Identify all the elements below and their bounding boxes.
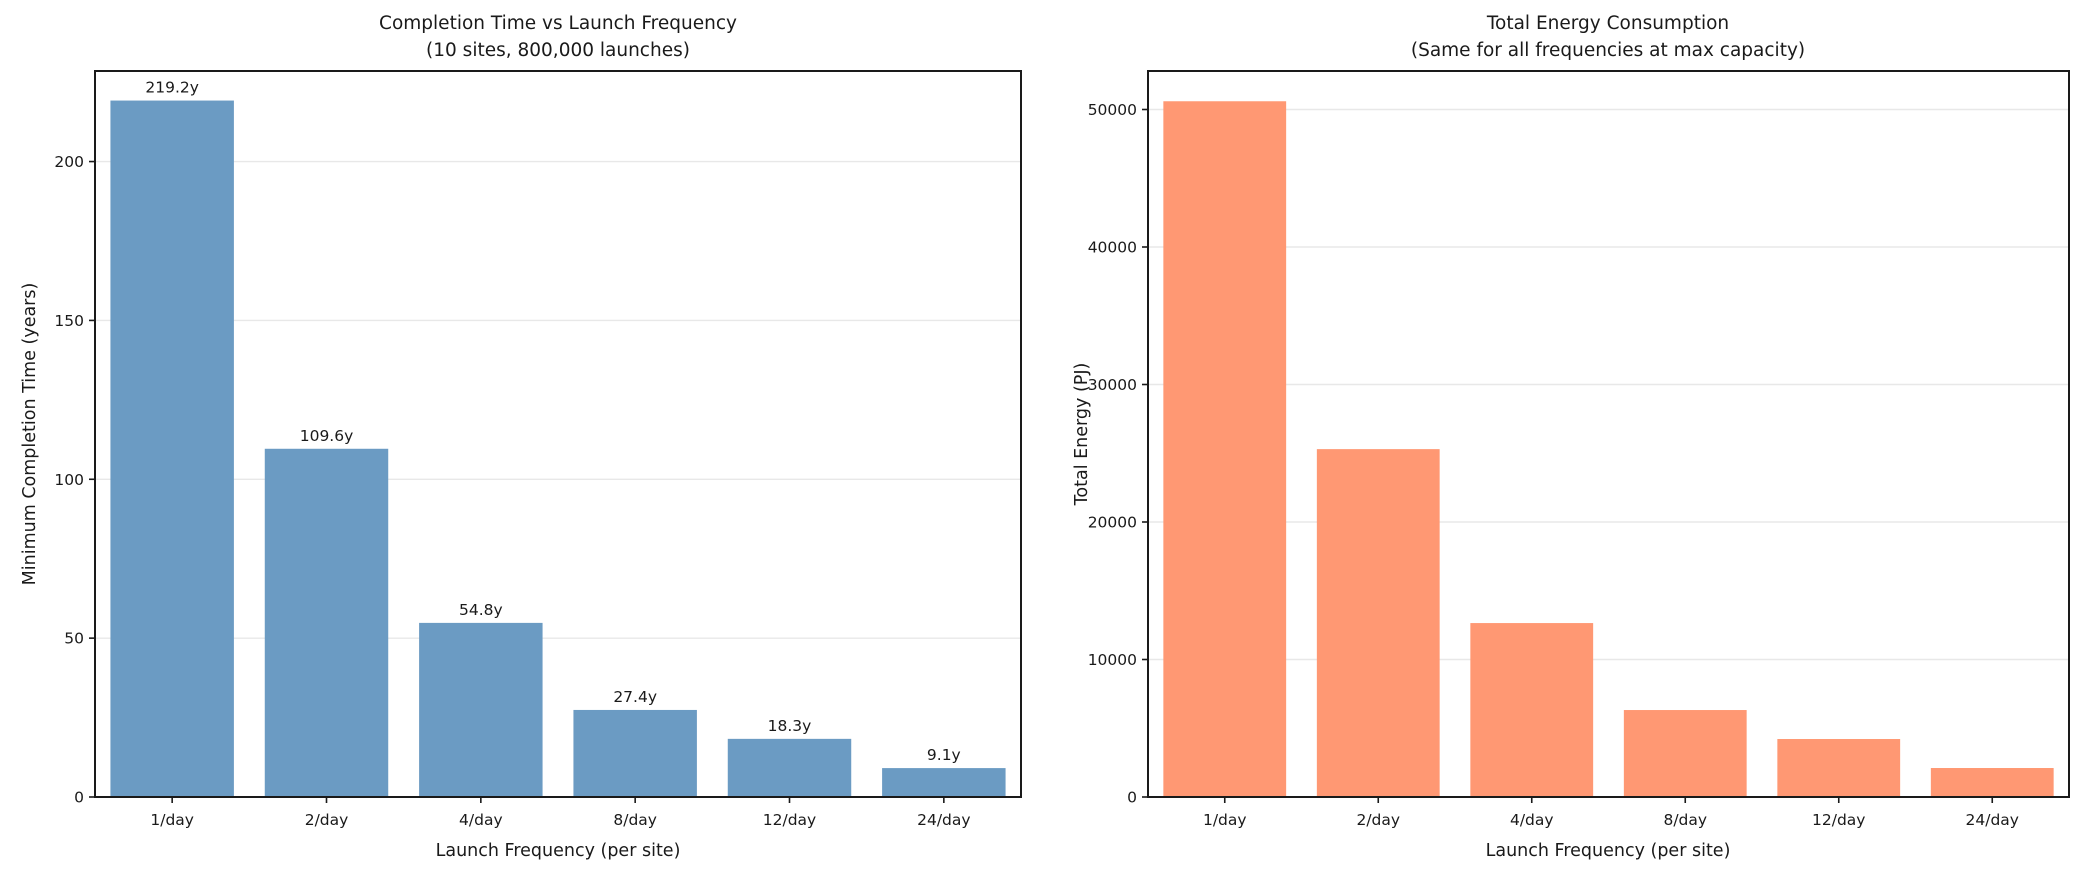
- total-energy-plot-area: 1/day 2/day 4/day 8/day 12/day 24/day 0 10000 20…: [1088, 70, 2070, 829]
- y-tick-label: 100: [54, 471, 84, 489]
- y-tick-label: 0: [74, 789, 84, 807]
- completion-time-plot-area: 219.2y 1/day 109.6y 2/day 54.8y 4/day 27.4y 8/d…: [54, 70, 1022, 829]
- y-tick-label: 200: [54, 153, 84, 171]
- y-tick-label: 50000: [1088, 101, 1137, 119]
- bar: [573, 709, 697, 797]
- chart-title-block: Total Energy Consumption (Same for all f…: [1411, 10, 1805, 64]
- axes-frame: [94, 70, 1022, 798]
- y-axis-label: Total Energy (PJ): [1072, 362, 1092, 506]
- x-tick-label: 2/day: [305, 811, 349, 829]
- y-tick-label: 10000: [1088, 651, 1137, 669]
- x-tick-label: 12/day: [1812, 811, 1865, 829]
- x-tick-label: 1/day: [1203, 811, 1247, 829]
- x-tick-label: 24/day: [917, 811, 970, 829]
- chart-title: Completion Time vs Launch Frequency: [379, 13, 737, 34]
- x-tick-label: 4/day: [1510, 811, 1554, 829]
- x-tick-label: 12/day: [763, 811, 816, 829]
- chart-subtitle: (10 sites, 800,000 launches): [426, 40, 690, 61]
- x-tick-label: 8/day: [613, 811, 657, 829]
- bar-value-label: 27.4y: [613, 688, 657, 706]
- y-tick-label: 40000: [1088, 239, 1137, 257]
- bar: [727, 738, 852, 797]
- bar-value-label: 18.3y: [768, 717, 812, 735]
- x-tick-label: 24/day: [1966, 811, 2019, 829]
- y-tick-label: 50: [64, 630, 84, 648]
- bar: [264, 448, 389, 797]
- chart-total-energy: 1/day 2/day 4/day 8/day 12/day 24/day 0 10000 20…: [1030, 0, 2085, 877]
- bar: [419, 622, 543, 797]
- x-axis-label: Launch Frequency (per site): [435, 841, 681, 861]
- bar: [110, 100, 234, 798]
- bar-value-label: 109.6y: [300, 427, 354, 445]
- chart-title: Total Energy Consumption: [1486, 13, 1730, 34]
- bar: [1163, 101, 1287, 797]
- y-tick-label: 0: [1127, 789, 1137, 807]
- bar: [1930, 768, 2054, 797]
- y-tick-label: 30000: [1088, 376, 1137, 394]
- bar: [1623, 710, 1747, 797]
- y-tick-label: 20000: [1088, 514, 1137, 532]
- bar-value-label: 54.8y: [459, 601, 503, 619]
- x-tick-label: 4/day: [459, 811, 503, 829]
- bar: [882, 768, 1006, 797]
- bar: [1777, 739, 1901, 797]
- bar: [1470, 623, 1594, 797]
- axes-frame: [1147, 70, 2070, 798]
- bar: [1316, 449, 1440, 797]
- x-tick-label: 2/day: [1356, 811, 1400, 829]
- bar-value-label: 219.2y: [145, 79, 199, 97]
- chart-completion-time: 219.2y 1/day 109.6y 2/day 54.8y 4/day 27.4y 8/d…: [0, 0, 1030, 877]
- chart-title-block: Completion Time vs Launch Frequency (10 …: [379, 10, 737, 64]
- chart-subtitle: (Same for all frequencies at max capacit…: [1410, 40, 1806, 61]
- y-axis-label: Minimum Completion Time (years): [20, 282, 40, 586]
- x-tick-label: 8/day: [1663, 811, 1707, 829]
- y-tick-label: 150: [54, 312, 84, 330]
- bar-value-label: 9.1y: [927, 746, 961, 764]
- x-tick-label: 1/day: [150, 811, 194, 829]
- x-axis-label: Launch Frequency (per site): [1485, 841, 1731, 861]
